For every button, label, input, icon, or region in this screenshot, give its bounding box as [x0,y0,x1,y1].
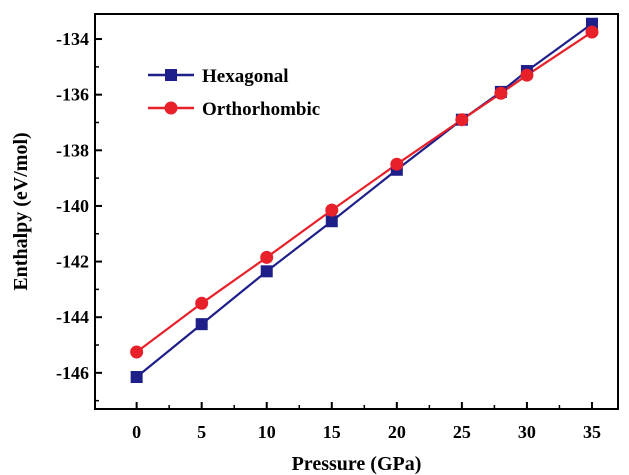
x-axis-title: Pressure (GPa) [292,453,422,475]
y-tick-label: -136 [56,85,89,105]
data-point-hexagonal [260,265,273,278]
data-point-hexagonal [130,371,143,384]
data-point-orthorhombic [520,68,534,82]
x-tick-label: 35 [583,422,601,442]
series-layer [130,17,599,384]
plot-frame [94,13,619,410]
data-point-orthorhombic [130,345,144,359]
data-point-hexagonal [325,215,338,228]
data-point-orthorhombic [390,157,404,171]
x-tick-label: 5 [197,422,206,442]
y-tick-label: -142 [56,252,89,272]
data-point-orthorhombic [325,203,339,217]
legend-marker-circle [164,101,178,115]
data-point-orthorhombic [455,113,469,127]
legend-marker-square [165,69,177,81]
data-point-orthorhombic [260,250,274,264]
data-point-orthorhombic [494,86,508,100]
data-point-orthorhombic [195,296,209,310]
x-tick-label: 20 [388,422,406,442]
y-tick-label: -144 [56,307,89,327]
x-tick-label: 25 [453,422,471,442]
data-point-hexagonal [195,318,208,331]
legend-label: Hexagonal [202,66,289,87]
y-tick-label: -138 [56,140,89,160]
x-tick-label: 10 [258,422,276,442]
y-tick-label: -134 [56,29,89,49]
x-tick-label: 30 [518,422,536,442]
legend-label: Orthorhombic [202,99,320,120]
y-axis-title: Enthalpy (eV/mol) [10,132,32,290]
x-tick-label: 15 [323,422,341,442]
x-tick-label: 0 [132,422,141,442]
legend: Hexagonal Orthorhombic [148,66,320,120]
y-tick-label: -140 [56,196,89,216]
y-tick-label: -146 [56,363,89,383]
data-point-orthorhombic [585,25,599,39]
